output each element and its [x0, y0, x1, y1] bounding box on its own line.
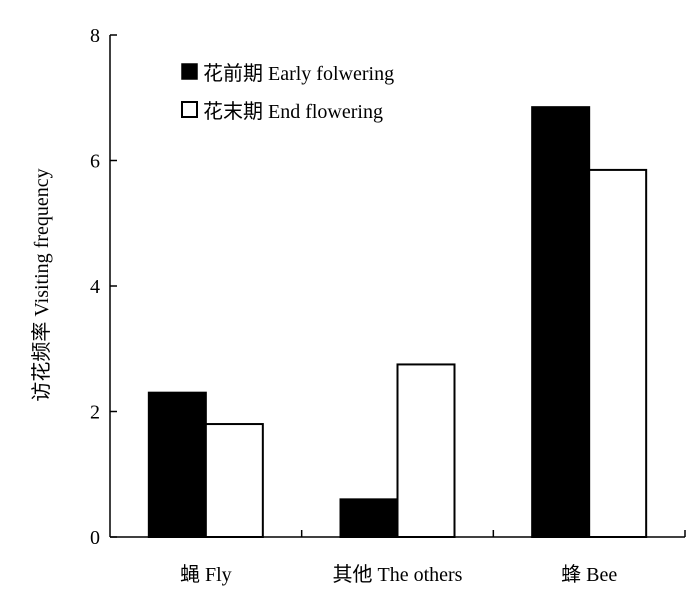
- y-tick-label: 2: [90, 402, 100, 424]
- legend: 花前期 Early folwering 花末期 End flowering: [181, 62, 394, 123]
- bar-early-1: [339, 498, 399, 539]
- bars-group: [147, 106, 648, 539]
- bar-end-0: [204, 423, 264, 538]
- bar-end-1: [396, 363, 456, 538]
- y-ticks-group: 0 2 4 6 8: [90, 25, 117, 549]
- bar-end-2: [588, 168, 648, 538]
- y-tick-label: 6: [90, 151, 100, 173]
- x-category-label: 蜂 Bee: [561, 563, 617, 586]
- bar-early-0: [147, 391, 207, 538]
- y-tick-label: 0: [90, 527, 100, 549]
- x-category-label: 蝇 Fly: [180, 563, 232, 586]
- x-categories-group: 蝇 Fly 其他 The others 蜂 Bee: [180, 530, 686, 586]
- x-category-label: 其他 The others: [333, 563, 463, 586]
- legend-swatch-early: [181, 63, 198, 80]
- legend-label-end: 花末期 End flowering: [203, 100, 383, 123]
- legend-swatch-end: [181, 101, 198, 118]
- y-axis-title: 访花频率 Visiting frequency: [30, 168, 53, 401]
- legend-label-early: 花前期 Early folwering: [203, 62, 394, 85]
- y-tick-label: 8: [90, 25, 100, 47]
- y-tick-label: 4: [90, 276, 100, 298]
- bar-early-2: [531, 106, 591, 538]
